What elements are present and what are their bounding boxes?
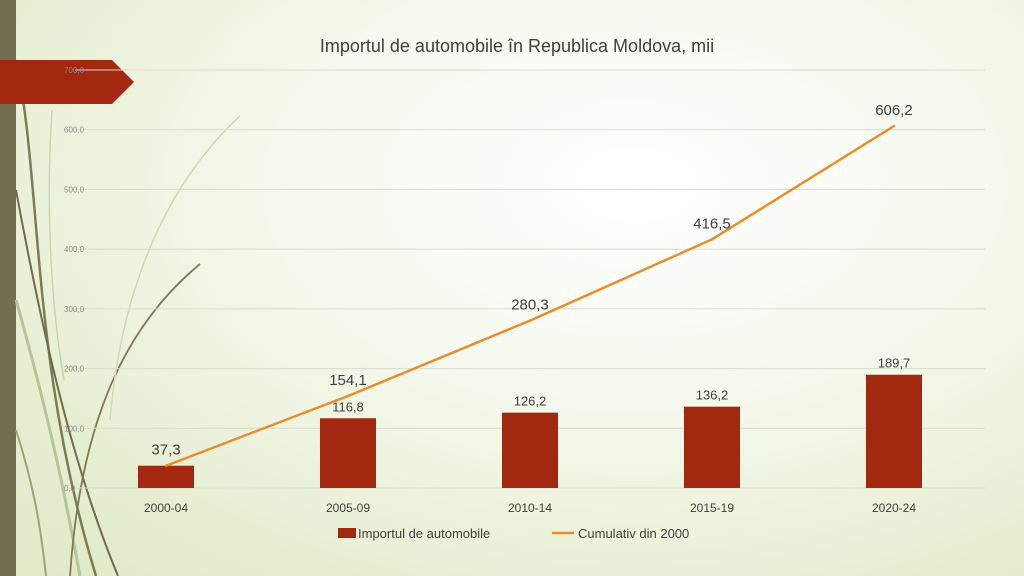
line-point — [710, 238, 714, 241]
chart-title: Importul de automobile în Republica Mold… — [320, 36, 714, 56]
bar-data-label: 189,7 — [878, 356, 911, 371]
x-axis-labels: 2000-04 2005-09 2010-14 2015-19 2020-24 — [144, 501, 916, 515]
bar-data-label: 116,8 — [332, 399, 364, 414]
y-axis-ticks: 0,0 100,0 200,0 300,0 400,0 500,0 600,0 700,0 — [64, 66, 85, 493]
y-tick-label: 0,0 — [64, 484, 76, 493]
legend-line-label: Cumulativ din 2000 — [578, 526, 689, 541]
bar — [502, 412, 558, 488]
bar — [684, 406, 740, 488]
line-data-label: 37,3 — [151, 442, 180, 459]
y-tick-label: 600,0 — [64, 126, 85, 135]
line-point — [528, 319, 532, 322]
bar — [866, 374, 922, 488]
bar-data-label: 126,2 — [514, 394, 547, 409]
legend-bar-label: Importul de automobile — [358, 526, 490, 541]
y-tick-label: 100,0 — [64, 424, 85, 433]
line-data-label: 606,2 — [875, 102, 913, 119]
bar — [138, 465, 194, 488]
y-tick-label: 300,0 — [64, 305, 85, 314]
decorative-curves — [14, 59, 241, 576]
left-decorative-bar — [0, 0, 16, 576]
line-data-label: 154,1 — [329, 372, 367, 389]
bar-series: 116,8 126,2 136,2 189,7 — [138, 356, 922, 488]
line-data-label: 416,5 — [693, 215, 731, 232]
line-point — [892, 124, 896, 128]
x-tick-label: 2020-24 — [872, 501, 916, 515]
grid-lines — [75, 69, 985, 489]
title-flag-shape — [0, 60, 134, 104]
line-point — [346, 394, 350, 398]
line-data-label: 280,3 — [511, 297, 549, 314]
x-tick-label: 2015-19 — [690, 501, 734, 515]
x-tick-label: 2000-04 — [144, 501, 188, 515]
y-tick-label: 200,0 — [64, 365, 85, 374]
y-tick-label: 400,0 — [64, 245, 85, 254]
x-tick-label: 2005-09 — [326, 501, 370, 515]
bar — [320, 418, 376, 488]
bar-data-label: 136,2 — [696, 388, 729, 403]
legend: Importul de automobile Cumulativ din 2000 — [338, 526, 689, 541]
legend-bar-swatch — [338, 528, 356, 538]
line-point — [164, 464, 168, 467]
y-tick-label: 700,0 — [64, 66, 85, 75]
x-tick-label: 2010-14 — [508, 501, 552, 515]
line-series: 37,3 154,1 280,3 416,5 606,2 — [151, 102, 913, 467]
y-tick-label: 500,0 — [64, 185, 85, 194]
